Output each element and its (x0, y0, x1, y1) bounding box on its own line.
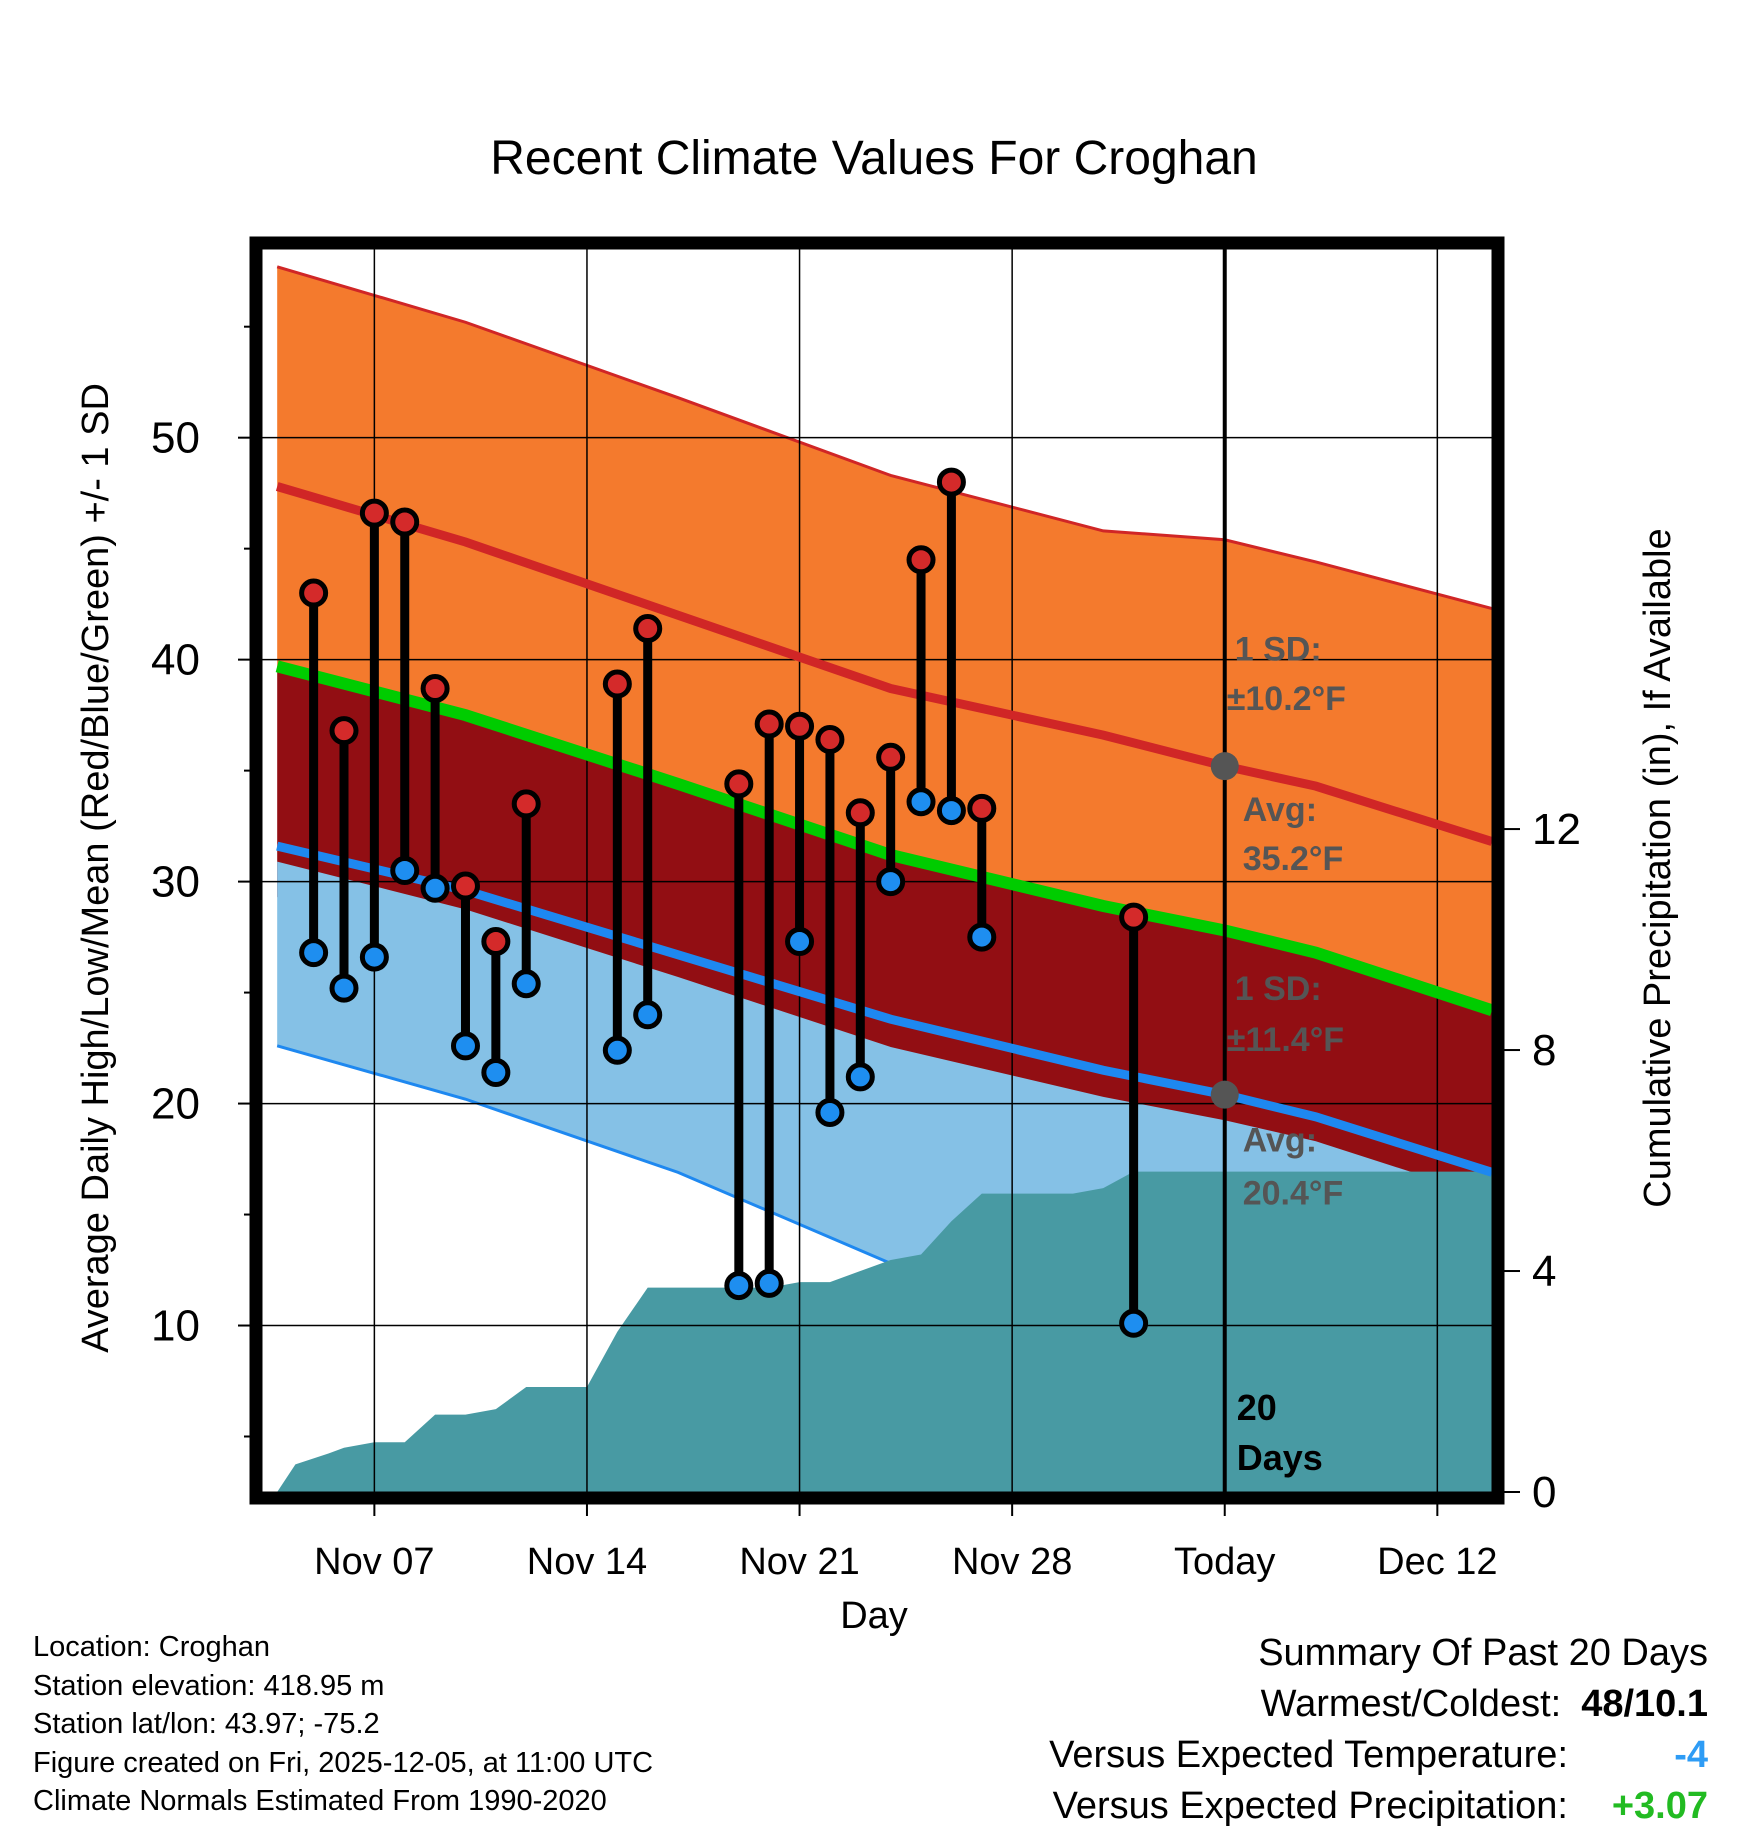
plot-frame (249, 236, 1505, 1505)
station-info: Location: Croghan Station elevation: 418… (33, 1628, 653, 1821)
daily-high-point (906, 545, 936, 575)
daily-low-point (754, 1268, 784, 1298)
temp-anomaly-label: Versus Expected Temperature: (1049, 1734, 1568, 1776)
daily-high-point (602, 669, 632, 699)
daily-high-point (845, 798, 875, 828)
daily-low-point (299, 938, 329, 968)
daily-low-point (329, 973, 359, 1003)
low-avg-value: 20.4°F (1243, 1174, 1344, 1212)
daily-high-point (359, 498, 389, 528)
daily-low-point (1119, 1308, 1149, 1338)
warmest-coldest-row: Warmest/Coldest: 48/10.1 (1049, 1679, 1708, 1730)
daily-high-point (754, 709, 784, 739)
right-tick-label: 8 (1532, 1026, 1556, 1075)
daily-low-point (420, 873, 450, 903)
daily-high-point (511, 789, 541, 819)
daily-low-point (876, 867, 906, 897)
bottom-tick-label: Nov 07 (314, 1541, 434, 1583)
daily-low-point (845, 1062, 875, 1092)
low-sd-value: ±11.4°F (1227, 1021, 1344, 1059)
temp-anomaly-value: -4 (1674, 1734, 1708, 1776)
left-tick-label: 50 (151, 414, 200, 463)
daily-low-point (815, 1097, 845, 1127)
daily-high-point (329, 716, 359, 746)
daily-high-point (1119, 902, 1149, 932)
daily-high-point (936, 467, 966, 497)
high-sd-label: 1 SD: (1235, 631, 1322, 669)
normals-text: Climate Normals Estimated From 1990-2020 (33, 1785, 607, 1817)
daily-low-point (633, 1000, 663, 1030)
daily-high-point (481, 927, 511, 957)
warmest-coldest-label: Warmest/Coldest: (1260, 1683, 1562, 1725)
plot-interior: 1 SD: ±10.2°F Avg: 35.2°F 1 SD: ±11.4°F Avg: 20… (262, 249, 1492, 1492)
right-axis-label: Cumulative Precipitation (in), If Availa… (1637, 528, 1679, 1207)
daily-low-point (450, 1031, 480, 1061)
daily-low-point (511, 969, 541, 999)
left-tick-label: 20 (151, 1080, 200, 1129)
daily-high-point (876, 742, 906, 772)
high-avg-label: Avg: (1243, 791, 1317, 829)
daily-low-point (359, 942, 389, 972)
daily-high-point (450, 871, 480, 901)
bottom-tick-label: Nov 28 (952, 1541, 1072, 1583)
low-sd-label: 1 SD: (1235, 970, 1322, 1008)
bottom-tick-label: Nov 14 (527, 1541, 647, 1583)
plot-area: 1 SD: ±10.2°F Avg: 35.2°F 1 SD: ±11.4°F Avg: 20… (151, 236, 1581, 1583)
low-avg-label: Avg: (1243, 1121, 1317, 1159)
bottom-tick-label: Today (1174, 1541, 1275, 1583)
daily-high-point (815, 725, 845, 755)
daily-high-point (633, 614, 663, 644)
daily-low-point (390, 856, 420, 885)
daily-high-point (299, 578, 329, 608)
high-avg-marker (1210, 752, 1239, 781)
high-avg-value: 35.2°F (1243, 840, 1344, 878)
left-tick-label: 10 (151, 1302, 200, 1351)
left-axis-label: Average Daily High/Low/Mean (Red/Blue/Gr… (75, 383, 117, 1353)
daily-low-point (481, 1057, 511, 1087)
created-text: Figure created on Fri, 2025-12-05, at 11… (33, 1746, 654, 1779)
right-tick-label: 4 (1532, 1247, 1556, 1296)
daily-low-point (724, 1271, 754, 1301)
bottom-tick-label: Dec 12 (1377, 1541, 1497, 1583)
daily-low-point (602, 1035, 632, 1065)
days-word-label: Days (1237, 1437, 1323, 1478)
daily-low-point (936, 796, 966, 826)
summary-title: Summary Of Past 20 Days (1258, 1632, 1708, 1674)
days-count-label: 20 (1237, 1387, 1277, 1428)
daily-high-point (785, 711, 815, 741)
daily-high-point (724, 769, 754, 799)
daily-high-point (390, 507, 420, 537)
precip-anomaly-value: +3.07 (1611, 1785, 1708, 1827)
latlon-text: Station lat/lon: 43.97; -75.2 (33, 1708, 380, 1740)
elevation-text: Station elevation: 418.95 m (33, 1669, 385, 1702)
daily-low-point (906, 787, 936, 817)
right-tick-label: 0 (1532, 1468, 1556, 1517)
temp-anomaly-row: Versus Expected Temperature: -4 (1049, 1730, 1708, 1781)
high-mean-line (275, 482, 1492, 846)
warmest-coldest-value: 48/10.1 (1581, 1683, 1708, 1725)
high-upper-line (276, 265, 1492, 611)
low-avg-marker (1210, 1080, 1239, 1109)
summary-panel: Summary Of Past 20 Days Warmest/Coldest:… (1049, 1628, 1708, 1832)
precip-anomaly-label: Versus Expected Precipitation: (1052, 1785, 1568, 1827)
daily-high-point (967, 793, 997, 823)
chart-title: Recent Climate Values For Croghan (490, 132, 1257, 185)
low-mean-line (276, 841, 1492, 1177)
daily-low-point (967, 922, 997, 952)
location-text: Location: Croghan (33, 1631, 270, 1663)
x-axis-label: Day (840, 1595, 908, 1637)
left-tick-label: 30 (151, 858, 200, 907)
bottom-tick-label: Nov 21 (739, 1541, 859, 1583)
daily-low-point (785, 927, 815, 957)
precip-anomaly-row: Versus Expected Precipitation: +3.07 (1049, 1781, 1708, 1832)
precipitation-area (277, 1171, 1492, 1492)
mean-line (275, 660, 1492, 1017)
left-tick-label: 40 (151, 636, 200, 685)
high-sd-band (277, 266, 1492, 1011)
high-sd-value: ±10.2°F (1227, 680, 1346, 718)
daily-high-point (420, 673, 450, 703)
right-tick-label: 12 (1532, 805, 1581, 854)
